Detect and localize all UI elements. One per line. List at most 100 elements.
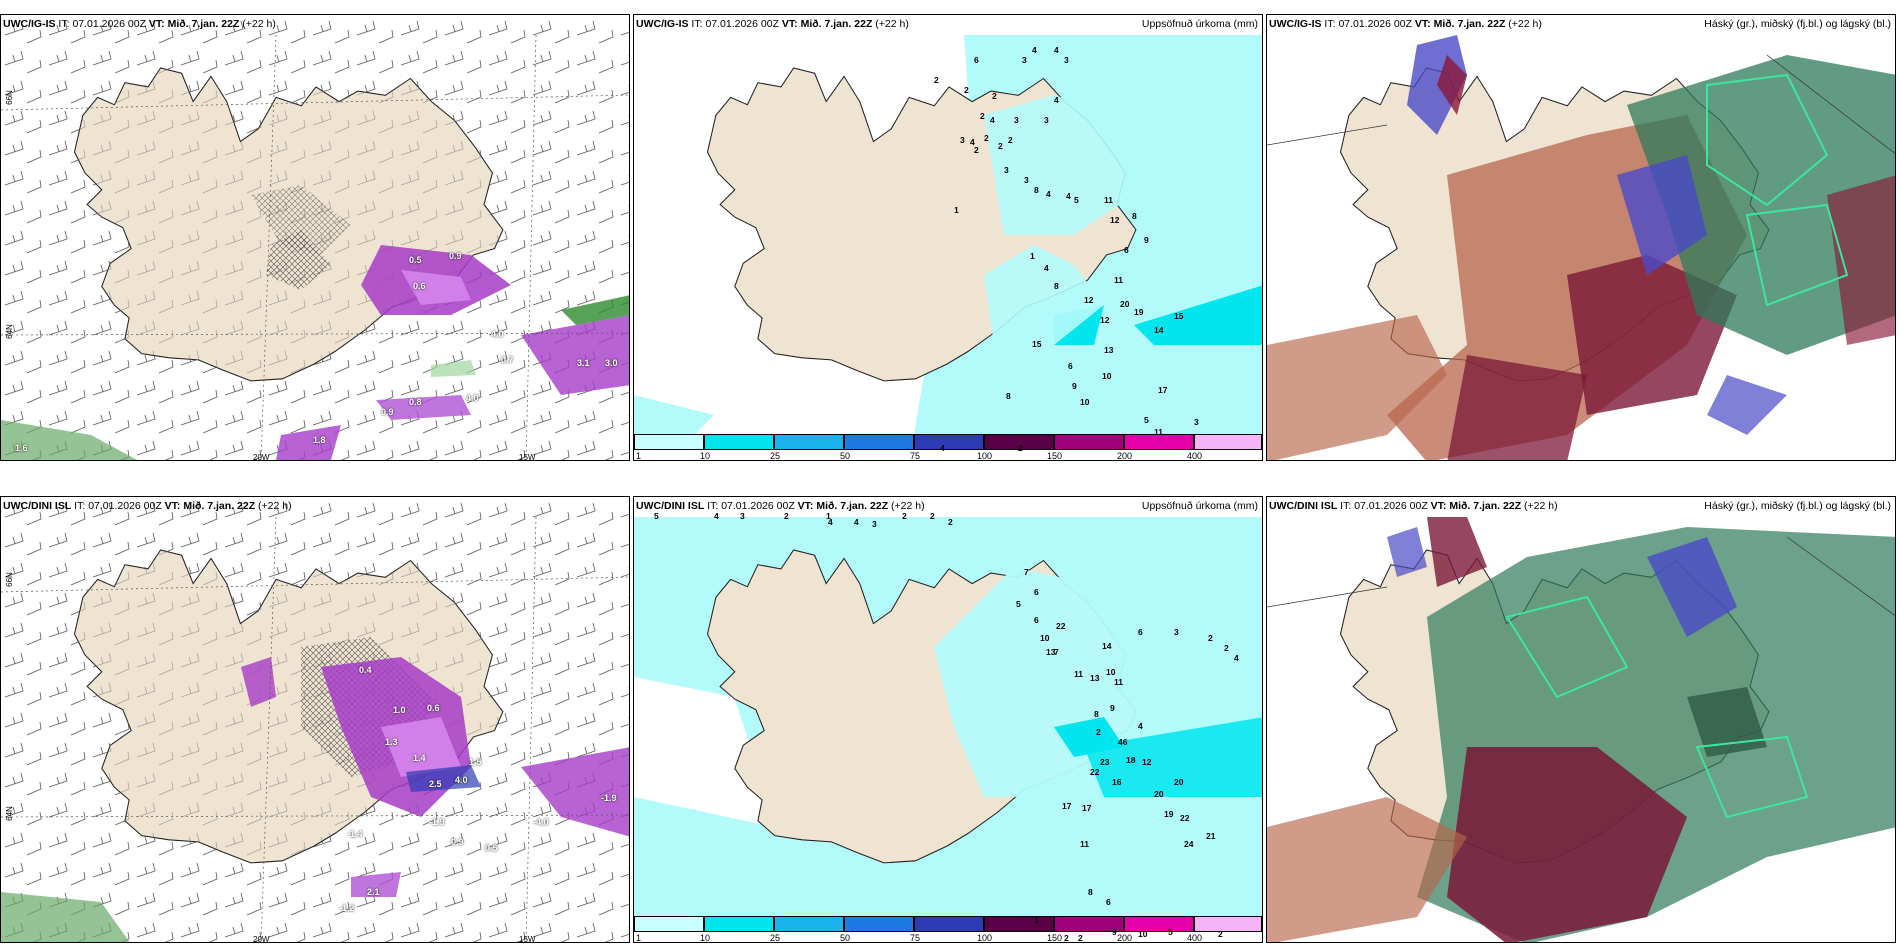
wind-temperature-map [1, 15, 629, 460]
panel-header: UWC/DINI ISL IT: 07.01.2026 00Z VT: Mið.… [3, 500, 292, 512]
field-label: Uppsöfnuð úrkoma (mm) [1141, 500, 1258, 512]
temp-value: 4.0 [455, 775, 468, 785]
map-panel-bottom-middle[interactable]: UWC/DINI ISL IT: 07.01.2026 00Z VT: Mið.… [633, 496, 1263, 943]
precip-value: 1 [1030, 251, 1035, 261]
precip-value: 2 [980, 111, 985, 121]
precip-value: 12 [1142, 757, 1152, 767]
lat-label-66n: 66N [4, 90, 14, 105]
precip-value: 6 [1034, 587, 1039, 597]
precip-value: 6 [1034, 615, 1039, 625]
map-panel-bottom-right[interactable]: UWC/DINI ISL IT: 07.01.2026 00Z VT: Mið.… [1266, 496, 1896, 943]
colorbar-label: 100 [977, 933, 993, 943]
precip-value: 15 [1174, 311, 1184, 321]
precip-value: 6 [974, 55, 979, 65]
precip-value: 12 [1110, 215, 1120, 225]
precip-colorbar: 1 10 25 50 75 100 150 200 400 [634, 432, 1262, 460]
colorbar-swatch [634, 916, 704, 932]
precip-value: 9 [1112, 927, 1117, 937]
precip-value: 6 [1106, 897, 1111, 907]
precip-value: 4 [854, 517, 859, 527]
precip-value: 3 [1064, 55, 1069, 65]
precip-value: 1 [1034, 915, 1039, 925]
precip-value: 4 [1046, 189, 1051, 199]
panel-header: UWC/DINI ISL IT: 07.01.2026 00Z VT: Mið.… [1269, 500, 1558, 512]
precip-value: 24 [1184, 839, 1194, 849]
colorbar-swatch [914, 434, 984, 450]
panel-header: UWC/DINI ISL IT: 07.01.2026 00Z VT: Mið.… [636, 500, 925, 512]
precip-value: 11 [1080, 839, 1089, 849]
precip-value: 11 [1074, 669, 1083, 679]
temp-value: 0.4 [359, 665, 372, 675]
precip-value: 2 [902, 511, 907, 521]
precip-value: 46 [1118, 737, 1128, 747]
cloud-layers-map [1267, 517, 1895, 942]
map-panel-bottom-left[interactable]: UWC/DINI ISL IT: 07.01.2026 00Z VT: Mið.… [0, 496, 630, 943]
lon-label-20w: 20W [253, 935, 270, 943]
precip-value: 2 [984, 133, 989, 143]
lon-label-20w: 20W [253, 453, 270, 461]
temp-value: -1.9 [429, 817, 445, 827]
temp-value: 1.3 [385, 737, 398, 747]
precip-value: 10 [1080, 397, 1090, 407]
precip-value: 2 [1008, 135, 1013, 145]
precip-value: 4 [1054, 45, 1059, 55]
colorbar-swatch [774, 916, 844, 932]
precip-value: 2 [998, 141, 1003, 151]
colorbar-swatch [774, 434, 844, 450]
precip-value: 11 [1104, 195, 1113, 205]
lat-label-64n: 64N [4, 324, 14, 339]
precip-value: 4 [714, 511, 719, 521]
lon-label-15w: 15W [519, 453, 536, 461]
precip-value: 4 [1044, 263, 1049, 273]
precip-value: 11 [1114, 677, 1123, 687]
precip-value: 18 [1126, 755, 1136, 765]
precip-value: 3 [1044, 115, 1049, 125]
precip-value: 2 [974, 145, 979, 155]
colorbar-label: 50 [840, 933, 851, 943]
colorbar-swatch [1054, 916, 1124, 932]
precip-value: 14 [1154, 325, 1164, 335]
colorbar-swatch [984, 434, 1054, 450]
precip-value: 12 [1084, 295, 1094, 305]
cloud-layers-map [1267, 35, 1895, 460]
temp-value: 2.5 [429, 779, 442, 789]
colorbar-label: 150 [1047, 451, 1063, 461]
precip-value: 4 [1234, 653, 1239, 663]
precip-value: 17 [1158, 385, 1168, 395]
colorbar-label: 50 [840, 451, 851, 461]
precip-value: 9 [1072, 381, 1077, 391]
colorbar-swatch [1194, 916, 1262, 932]
precip-value: 5 [1168, 927, 1173, 937]
precip-value: 2 [1078, 933, 1083, 943]
precip-value: 10 [1102, 371, 1112, 381]
colorbar-label: 200 [1117, 451, 1133, 461]
map-panel-top-right[interactable]: UWC/IG-IS IT: 07.01.2026 00Z VT: Mið. 7.… [1266, 14, 1896, 461]
temp-value: 1.4 [413, 753, 426, 763]
map-panel-top-left[interactable]: UWC/IG-IS IT: 07.01.2026 00Z VT: Mið. 7.… [0, 14, 630, 461]
precip-value: 11 [1114, 275, 1123, 285]
temp-value: 0.9 [381, 407, 394, 417]
precip-value: 6 [1124, 245, 1129, 255]
precip-value: 7 [1024, 567, 1029, 577]
colorbar-label: 150 [1047, 933, 1063, 943]
precip-value: 3 [1174, 627, 1179, 637]
precip-value: 2 [1096, 727, 1101, 737]
precip-value: 1 [954, 205, 959, 215]
precip-value: 16 [1112, 777, 1122, 787]
map-panel-top-middle[interactable]: UWC/IG-IS IT: 07.01.2026 00Z VT: Mið. 7.… [633, 14, 1263, 461]
colorbar-swatch [844, 434, 914, 450]
precip-value: 9 [1110, 703, 1115, 713]
temp-value: -1.2 [339, 903, 355, 913]
panel-header: UWC/IG-IS IT: 07.01.2026 00Z VT: Mið. 7.… [636, 18, 909, 30]
precip-value: 2 [1208, 633, 1213, 643]
precip-value: 2 [784, 511, 789, 521]
precip-value: 19 [1164, 809, 1174, 819]
precip-value: 11 [1154, 427, 1163, 437]
precip-value: 8 [1034, 185, 1039, 195]
precip-value: 3 [740, 511, 745, 521]
precip-value: 13 [1090, 673, 1100, 683]
precip-value: 20 [1174, 777, 1184, 787]
precip-value: 3 [1024, 175, 1029, 185]
field-label: Háský (gr.), miðský (fj.bl.) og lágský (… [1704, 18, 1891, 30]
precip-value: 13 [1046, 647, 1056, 657]
